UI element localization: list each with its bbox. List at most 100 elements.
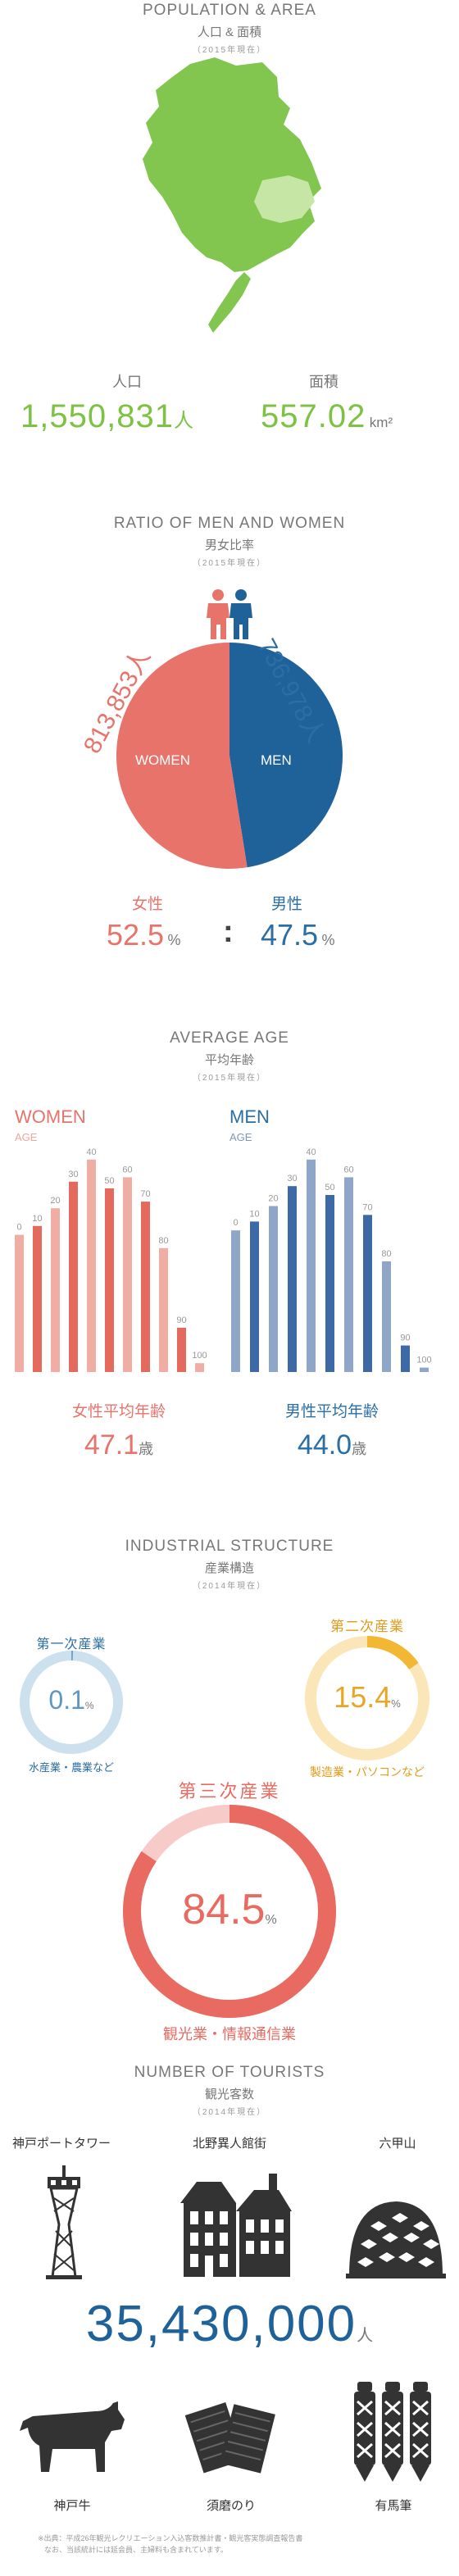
industry-title: INDUSTRIAL STRUCTURE <box>125 1538 334 1555</box>
kobe-beef-icon <box>20 2401 125 2472</box>
population-label: 人口 <box>112 374 142 390</box>
men-bar-label-10: 10 <box>249 1209 259 1219</box>
rokko-dome-icon <box>346 2201 446 2278</box>
men-pct-unit: % <box>321 932 335 948</box>
primary-unit: % <box>84 1700 94 1711</box>
men-avg-label: 男性平均年齢 <box>284 1403 379 1420</box>
women-bar-40 <box>87 1159 96 1372</box>
men-pct-group: 47.5 % <box>261 918 384 952</box>
men-bar-label-40: 40 <box>306 1147 316 1157</box>
women-avg-label: 女性平均年齢 <box>71 1403 166 1420</box>
secondary-value-group: 15.4% <box>303 1680 431 1715</box>
men-bar-30 <box>288 1186 297 1372</box>
men-pie-slice <box>230 643 343 868</box>
men-bar-label-30: 30 <box>287 1174 297 1184</box>
age-title: AVERAGE AGE <box>170 1029 289 1047</box>
men-bar-label-20: 20 <box>268 1194 278 1204</box>
tourists-title: NUMBER OF TOURISTS <box>134 2064 325 2081</box>
kitano-house-icon <box>180 2174 292 2277</box>
tertiary-industry-ring <box>123 1805 336 2018</box>
tertiary-ring-arc <box>123 1805 336 2018</box>
men-age-bar-chart: 0 10 20 30 40 50 60 70 80 90 100 <box>231 1147 432 1372</box>
men-bar-label-50: 50 <box>325 1183 334 1193</box>
tourist-count-group: 35,430,000人 <box>0 2295 459 2353</box>
women-bar-100 <box>195 1363 204 1372</box>
industry-subtitle: 産業構造 <box>204 1561 254 1575</box>
source-note-2: なお、当該統計には延会員、主婦料も含まれています。 <box>44 2546 228 2554</box>
item-kobe-beef-label: 神戸牛 <box>53 2499 91 2513</box>
women-pie-slice <box>116 643 248 869</box>
population-unit: 人 <box>173 410 193 432</box>
men-bar-70 <box>363 1215 372 1372</box>
population-title: POPULATION & AREA <box>143 2 316 19</box>
secondary-industry-name: 第二次産業 <box>330 1619 404 1634</box>
tertiary-value: 84.5 <box>182 1886 266 1933</box>
primary-industry-name: 第一次産業 <box>36 1638 107 1651</box>
men-pct: 47.5 <box>261 918 319 952</box>
population-date: （2015年現在） <box>192 46 267 55</box>
industry-date: （2014年現在） <box>192 1582 267 1591</box>
couple-icon <box>207 589 252 639</box>
men-pie-label: MEN <box>261 752 292 768</box>
women-age-bar-chart: 0 10 20 30 40 50 60 70 80 90 100 <box>15 1147 207 1372</box>
primary-ring-arc <box>20 1651 123 1754</box>
women-bar-60 <box>123 1177 132 1372</box>
secondary-ring-arc <box>305 1636 429 1760</box>
men-bar-10 <box>250 1221 259 1372</box>
spot-rokko-label: 六甲山 <box>379 2137 416 2151</box>
women-bar-30 <box>69 1181 78 1372</box>
men-bar-0 <box>231 1230 240 1372</box>
men-bar-label-0: 0 <box>233 1218 238 1228</box>
ratio-separator: : <box>223 915 234 949</box>
age-date: （2015年現在） <box>192 1074 267 1083</box>
women-bar-70 <box>141 1202 150 1372</box>
secondary-industry-ring <box>305 1636 429 1760</box>
women-bar-label-40: 40 <box>86 1147 96 1157</box>
women-pct-unit: % <box>167 932 181 948</box>
women-pct-group: 52.5 % <box>107 918 230 952</box>
men-bar-label-100: 100 <box>416 1356 431 1365</box>
area-value-group: 557.02 km² <box>261 398 457 435</box>
women-bar-label-60: 60 <box>122 1165 132 1174</box>
age-subtitle: 平均年齢 <box>204 1053 254 1067</box>
women-avg-unit: 歳 <box>139 1441 154 1457</box>
women-bar-label-20: 20 <box>50 1196 60 1206</box>
area-value: 557.02 <box>261 398 366 434</box>
men-bar-80 <box>382 1261 391 1372</box>
women-bar-label-0: 0 <box>16 1223 21 1233</box>
women-chart-title: WOMEN <box>15 1106 86 1127</box>
area-label: 面積 <box>309 374 339 390</box>
men-bar-label-60: 60 <box>343 1165 353 1174</box>
women-avg: 47.1 <box>84 1429 139 1461</box>
women-bar-0 <box>15 1234 24 1372</box>
spot-kitano-label: 北野異人館街 <box>192 2137 266 2151</box>
men-chart-title: MEN <box>230 1106 270 1127</box>
women-jp-label: 女性 <box>131 896 163 913</box>
hyogo-map-icon <box>143 57 321 333</box>
suma-nori-icon <box>185 2402 275 2474</box>
women-bar-80 <box>159 1247 168 1372</box>
men-bar-label-90: 90 <box>400 1333 410 1343</box>
women-bar-label-100: 100 <box>192 1351 207 1361</box>
ratio-pie-chart <box>116 643 343 869</box>
women-bar-label-90: 90 <box>176 1315 186 1325</box>
primary-value-group: 0.1% <box>18 1685 125 1715</box>
tertiary-unit: % <box>265 1913 277 1927</box>
women-bar-label-80: 80 <box>158 1236 168 1246</box>
tertiary-industry-name: 第三次産業 <box>178 1781 281 1801</box>
item-suma-nori-label: 須磨のり <box>206 2499 256 2513</box>
men-bar-label-80: 80 <box>381 1249 391 1259</box>
primary-industry-desc: 水産業・農業など <box>28 1761 114 1774</box>
women-pie-label: WOMEN <box>135 752 191 768</box>
men-avg-unit: 歳 <box>352 1441 367 1457</box>
item-arima-brush-label: 有馬筆 <box>375 2499 412 2513</box>
secondary-industry-desc: 製造業・パソコンなど <box>310 1765 425 1779</box>
population-subtitle: 人口 & 面積 <box>197 25 262 39</box>
spot-port-tower-label: 神戸ポートタワー <box>11 2137 111 2151</box>
tourists-date: （2014年現在） <box>192 2108 267 2117</box>
arima-brush-icon <box>354 2382 431 2482</box>
women-bar-label-30: 30 <box>68 1170 78 1179</box>
women-bar-10 <box>33 1225 42 1372</box>
men-avg: 44.0 <box>297 1429 352 1461</box>
secondary-unit: % <box>391 1697 401 1710</box>
